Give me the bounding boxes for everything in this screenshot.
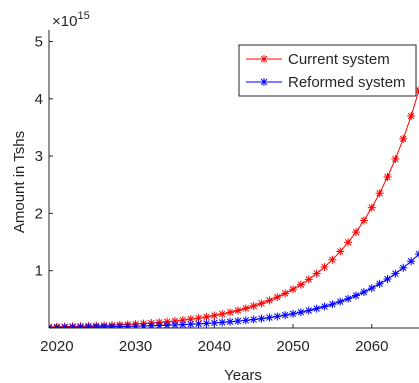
data-point <box>305 275 313 283</box>
data-point <box>391 155 399 163</box>
data-point <box>76 323 84 331</box>
data-point <box>391 270 399 278</box>
y-tick-label: 5 <box>35 33 43 50</box>
data-point <box>234 306 242 314</box>
data-point <box>265 314 273 322</box>
data-point <box>297 308 305 316</box>
data-point <box>179 321 187 329</box>
data-point <box>195 320 203 328</box>
data-point <box>116 323 124 331</box>
data-point <box>289 310 297 318</box>
data-point <box>376 280 384 288</box>
x-tick-label: 2060 <box>355 338 388 355</box>
legend-marker-current <box>260 55 268 63</box>
legend-marker-reformed <box>260 78 268 86</box>
data-point <box>384 173 392 181</box>
legend-label-current: Current system <box>288 51 390 68</box>
data-point <box>376 189 384 197</box>
data-point <box>147 322 155 330</box>
data-point <box>289 285 297 293</box>
data-point <box>336 247 344 255</box>
data-point <box>360 217 368 225</box>
legend-label-reformed: Reformed system <box>288 74 406 91</box>
data-point <box>69 323 77 331</box>
data-point <box>108 323 116 331</box>
data-point <box>352 292 360 300</box>
y-tick-label: 1 <box>35 263 43 280</box>
data-point <box>368 204 376 212</box>
y-exponent-base: ×10 <box>52 13 77 30</box>
data-point <box>321 263 329 271</box>
data-point <box>407 257 415 265</box>
data-point <box>297 281 305 289</box>
data-point <box>218 310 226 318</box>
series-layer <box>45 86 419 331</box>
legend-asterisk <box>260 55 268 63</box>
data-point <box>328 300 336 308</box>
y-tick-label: 3 <box>35 148 43 165</box>
data-point <box>234 317 242 325</box>
data-point <box>273 312 281 320</box>
data-point <box>250 302 258 310</box>
data-point <box>328 256 336 264</box>
data-point <box>281 311 289 319</box>
data-point <box>202 319 210 327</box>
data-point <box>226 308 234 316</box>
data-point <box>281 289 289 297</box>
x-tick-label: 2020 <box>40 338 73 355</box>
data-point <box>399 264 407 272</box>
data-point <box>242 304 250 312</box>
data-point <box>336 298 344 306</box>
data-point <box>368 284 376 292</box>
data-point <box>313 270 321 278</box>
y-tick-label: 4 <box>35 91 43 108</box>
legend-asterisk <box>260 78 268 86</box>
data-point <box>187 320 195 328</box>
data-point <box>321 303 329 311</box>
x-tick-label: 2030 <box>119 338 152 355</box>
data-point <box>139 322 147 330</box>
data-point <box>124 322 132 330</box>
x-tick-label: 2050 <box>276 338 309 355</box>
x-tick-label: 2040 <box>198 338 231 355</box>
data-point <box>242 316 250 324</box>
data-point <box>305 307 313 315</box>
y-axis-label: Amount in Tshs <box>11 131 28 233</box>
data-point <box>258 315 266 323</box>
data-point <box>210 312 218 320</box>
data-point <box>273 293 281 301</box>
data-point <box>92 323 100 331</box>
data-point <box>360 288 368 296</box>
data-point <box>61 323 69 331</box>
data-point <box>384 275 392 283</box>
data-point <box>84 323 92 331</box>
data-point <box>313 305 321 313</box>
legend: Current system Reformed system <box>239 45 416 96</box>
data-point <box>250 316 258 324</box>
x-axis-label: Years <box>224 367 262 383</box>
data-point <box>258 299 266 307</box>
data-point <box>226 318 234 326</box>
data-point <box>265 296 273 304</box>
data-point <box>344 295 352 303</box>
data-point <box>352 228 360 236</box>
data-point <box>218 318 226 326</box>
y-tick-label: 2 <box>35 205 43 222</box>
y-exponent-power: 15 <box>77 10 89 22</box>
data-point <box>407 112 415 120</box>
data-point <box>344 238 352 246</box>
data-point <box>100 323 108 331</box>
y-exponent-label: ×1015 <box>52 10 90 30</box>
data-point <box>399 135 407 143</box>
